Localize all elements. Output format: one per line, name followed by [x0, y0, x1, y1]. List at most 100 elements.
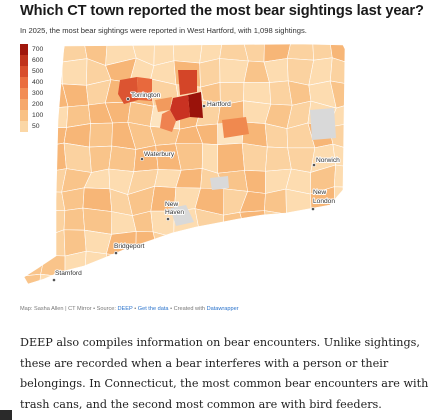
town-polygon[interactable]	[152, 275, 176, 298]
town-polygon[interactable]	[171, 254, 196, 278]
town-polygon[interactable]	[333, 186, 356, 217]
town-polygon[interactable]	[105, 271, 134, 298]
town-polygon[interactable]	[20, 146, 43, 173]
town-polygon[interactable]	[332, 143, 356, 169]
town-polygon[interactable]	[241, 142, 268, 172]
town-new-haven-gray[interactable]	[170, 205, 194, 226]
town-polygon[interactable]	[309, 209, 336, 235]
town-polygon[interactable]	[283, 279, 317, 298]
city-new-london[interactable]: New London	[311, 188, 336, 211]
town-polygon[interactable]	[38, 142, 67, 173]
town-polygon[interactable]	[329, 57, 356, 86]
town-polygon[interactable]	[195, 252, 221, 277]
city-bridgeport[interactable]: Bridgeport	[113, 242, 146, 255]
city-new-haven[interactable]: New Haven	[164, 200, 185, 221]
town-polygon[interactable]	[195, 231, 224, 259]
town-polygon[interactable]	[20, 189, 48, 213]
town-polygon[interactable]	[328, 121, 356, 152]
town-polygon[interactable]	[283, 255, 316, 280]
town-polygon[interactable]	[89, 145, 113, 173]
town-polygon[interactable]	[286, 209, 312, 235]
town-polygon[interactable]	[20, 210, 47, 237]
town-polygon[interactable]	[61, 58, 88, 86]
town-polygon[interactable]	[312, 40, 333, 61]
town-polygon[interactable]	[333, 215, 356, 233]
town-polygon[interactable]	[172, 40, 203, 64]
town-polygon[interactable]	[309, 229, 335, 256]
town-polygon[interactable]	[330, 276, 356, 298]
town-polygon[interactable]	[82, 187, 113, 212]
town-east-haddam-gray[interactable]	[210, 176, 229, 190]
town-polygon[interactable]	[219, 40, 249, 62]
town-polygon[interactable]	[20, 232, 47, 259]
town-polygon[interactable]	[20, 273, 41, 298]
town-polygon[interactable]	[219, 275, 246, 298]
get-data-link[interactable]: Get the data	[137, 306, 169, 312]
town-polygon[interactable]	[240, 273, 271, 298]
town-polygon[interactable]	[108, 145, 137, 172]
datawrapper-link[interactable]: Datawrapper	[206, 306, 239, 312]
town-polygon[interactable]	[195, 272, 223, 298]
town-polygon[interactable]	[265, 146, 292, 172]
town-polygon[interactable]	[217, 142, 245, 174]
town-polygon[interactable]	[219, 229, 246, 254]
source-link[interactable]: DEEP	[117, 306, 133, 312]
town-polygon[interactable]	[152, 231, 181, 255]
town-polygon[interactable]	[243, 82, 272, 105]
town-polygon[interactable]	[329, 229, 356, 255]
town-polygon[interactable]	[199, 58, 221, 88]
town-avon[interactable]	[178, 70, 197, 95]
town-polygon[interactable]	[267, 273, 292, 298]
town-polygon[interactable]	[173, 235, 201, 259]
town-polygon[interactable]	[244, 170, 266, 194]
town-polygon[interactable]	[153, 254, 181, 278]
town-polygon[interactable]	[172, 272, 204, 298]
town-polygon[interactable]	[133, 145, 159, 172]
town-polygon[interactable]	[39, 40, 66, 64]
town-polygon[interactable]	[89, 122, 113, 148]
town-burlington[interactable]	[155, 97, 172, 112]
town-polygon[interactable]	[329, 80, 356, 109]
town-polygon[interactable]	[20, 170, 48, 193]
town-polygon[interactable]	[287, 147, 316, 173]
town-polygon[interactable]	[241, 229, 269, 254]
town-farmington[interactable]	[160, 110, 176, 132]
town-polygon[interactable]	[127, 254, 159, 277]
town-polygon[interactable]	[63, 142, 92, 173]
town-polygon[interactable]	[306, 276, 337, 298]
town-polygon[interactable]	[61, 40, 88, 63]
town-glastonbury[interactable]	[222, 117, 249, 138]
town-polygon[interactable]	[219, 250, 246, 281]
town-polygon[interactable]	[38, 106, 69, 129]
city-waterbury[interactable]: Waterbury	[140, 150, 176, 161]
town-west-hartford[interactable]	[188, 92, 203, 118]
town-torrington-area[interactable]	[118, 77, 138, 104]
town-polygon[interactable]	[37, 273, 66, 298]
town-polygon[interactable]	[289, 231, 313, 259]
town-polygon[interactable]	[333, 164, 356, 188]
town-hartford-area[interactable]	[170, 95, 190, 121]
town-polygon[interactable]	[106, 253, 137, 277]
city-torrington[interactable]: Torrington	[126, 91, 162, 101]
town-polygon[interactable]	[39, 61, 63, 85]
town-polygon[interactable]	[62, 276, 89, 298]
town-polygon[interactable]	[264, 253, 294, 280]
town-harwinton[interactable]	[137, 77, 152, 101]
town-polygon[interactable]	[39, 191, 66, 212]
city-stamford[interactable]: Stamford	[52, 269, 83, 282]
town-polygon[interactable]	[127, 271, 155, 298]
town-tolland-east[interactable]	[310, 108, 336, 140]
town-polygon[interactable]	[264, 231, 294, 259]
town-polygon[interactable]	[84, 276, 112, 298]
town-polygon[interactable]	[264, 188, 287, 215]
town-polygon[interactable]	[201, 143, 219, 174]
city-hartford[interactable]: Hartford	[202, 100, 232, 109]
town-polygon[interactable]	[219, 58, 249, 83]
town-polygon[interactable]	[61, 187, 85, 211]
town-polygon[interactable]	[241, 250, 271, 282]
town-polygon[interactable]	[329, 251, 356, 281]
city-norwich[interactable]: Norwich	[312, 156, 341, 167]
town-polygon[interactable]	[286, 40, 314, 61]
town-polygon[interactable]	[44, 229, 66, 257]
town-polygon[interactable]	[311, 254, 337, 280]
